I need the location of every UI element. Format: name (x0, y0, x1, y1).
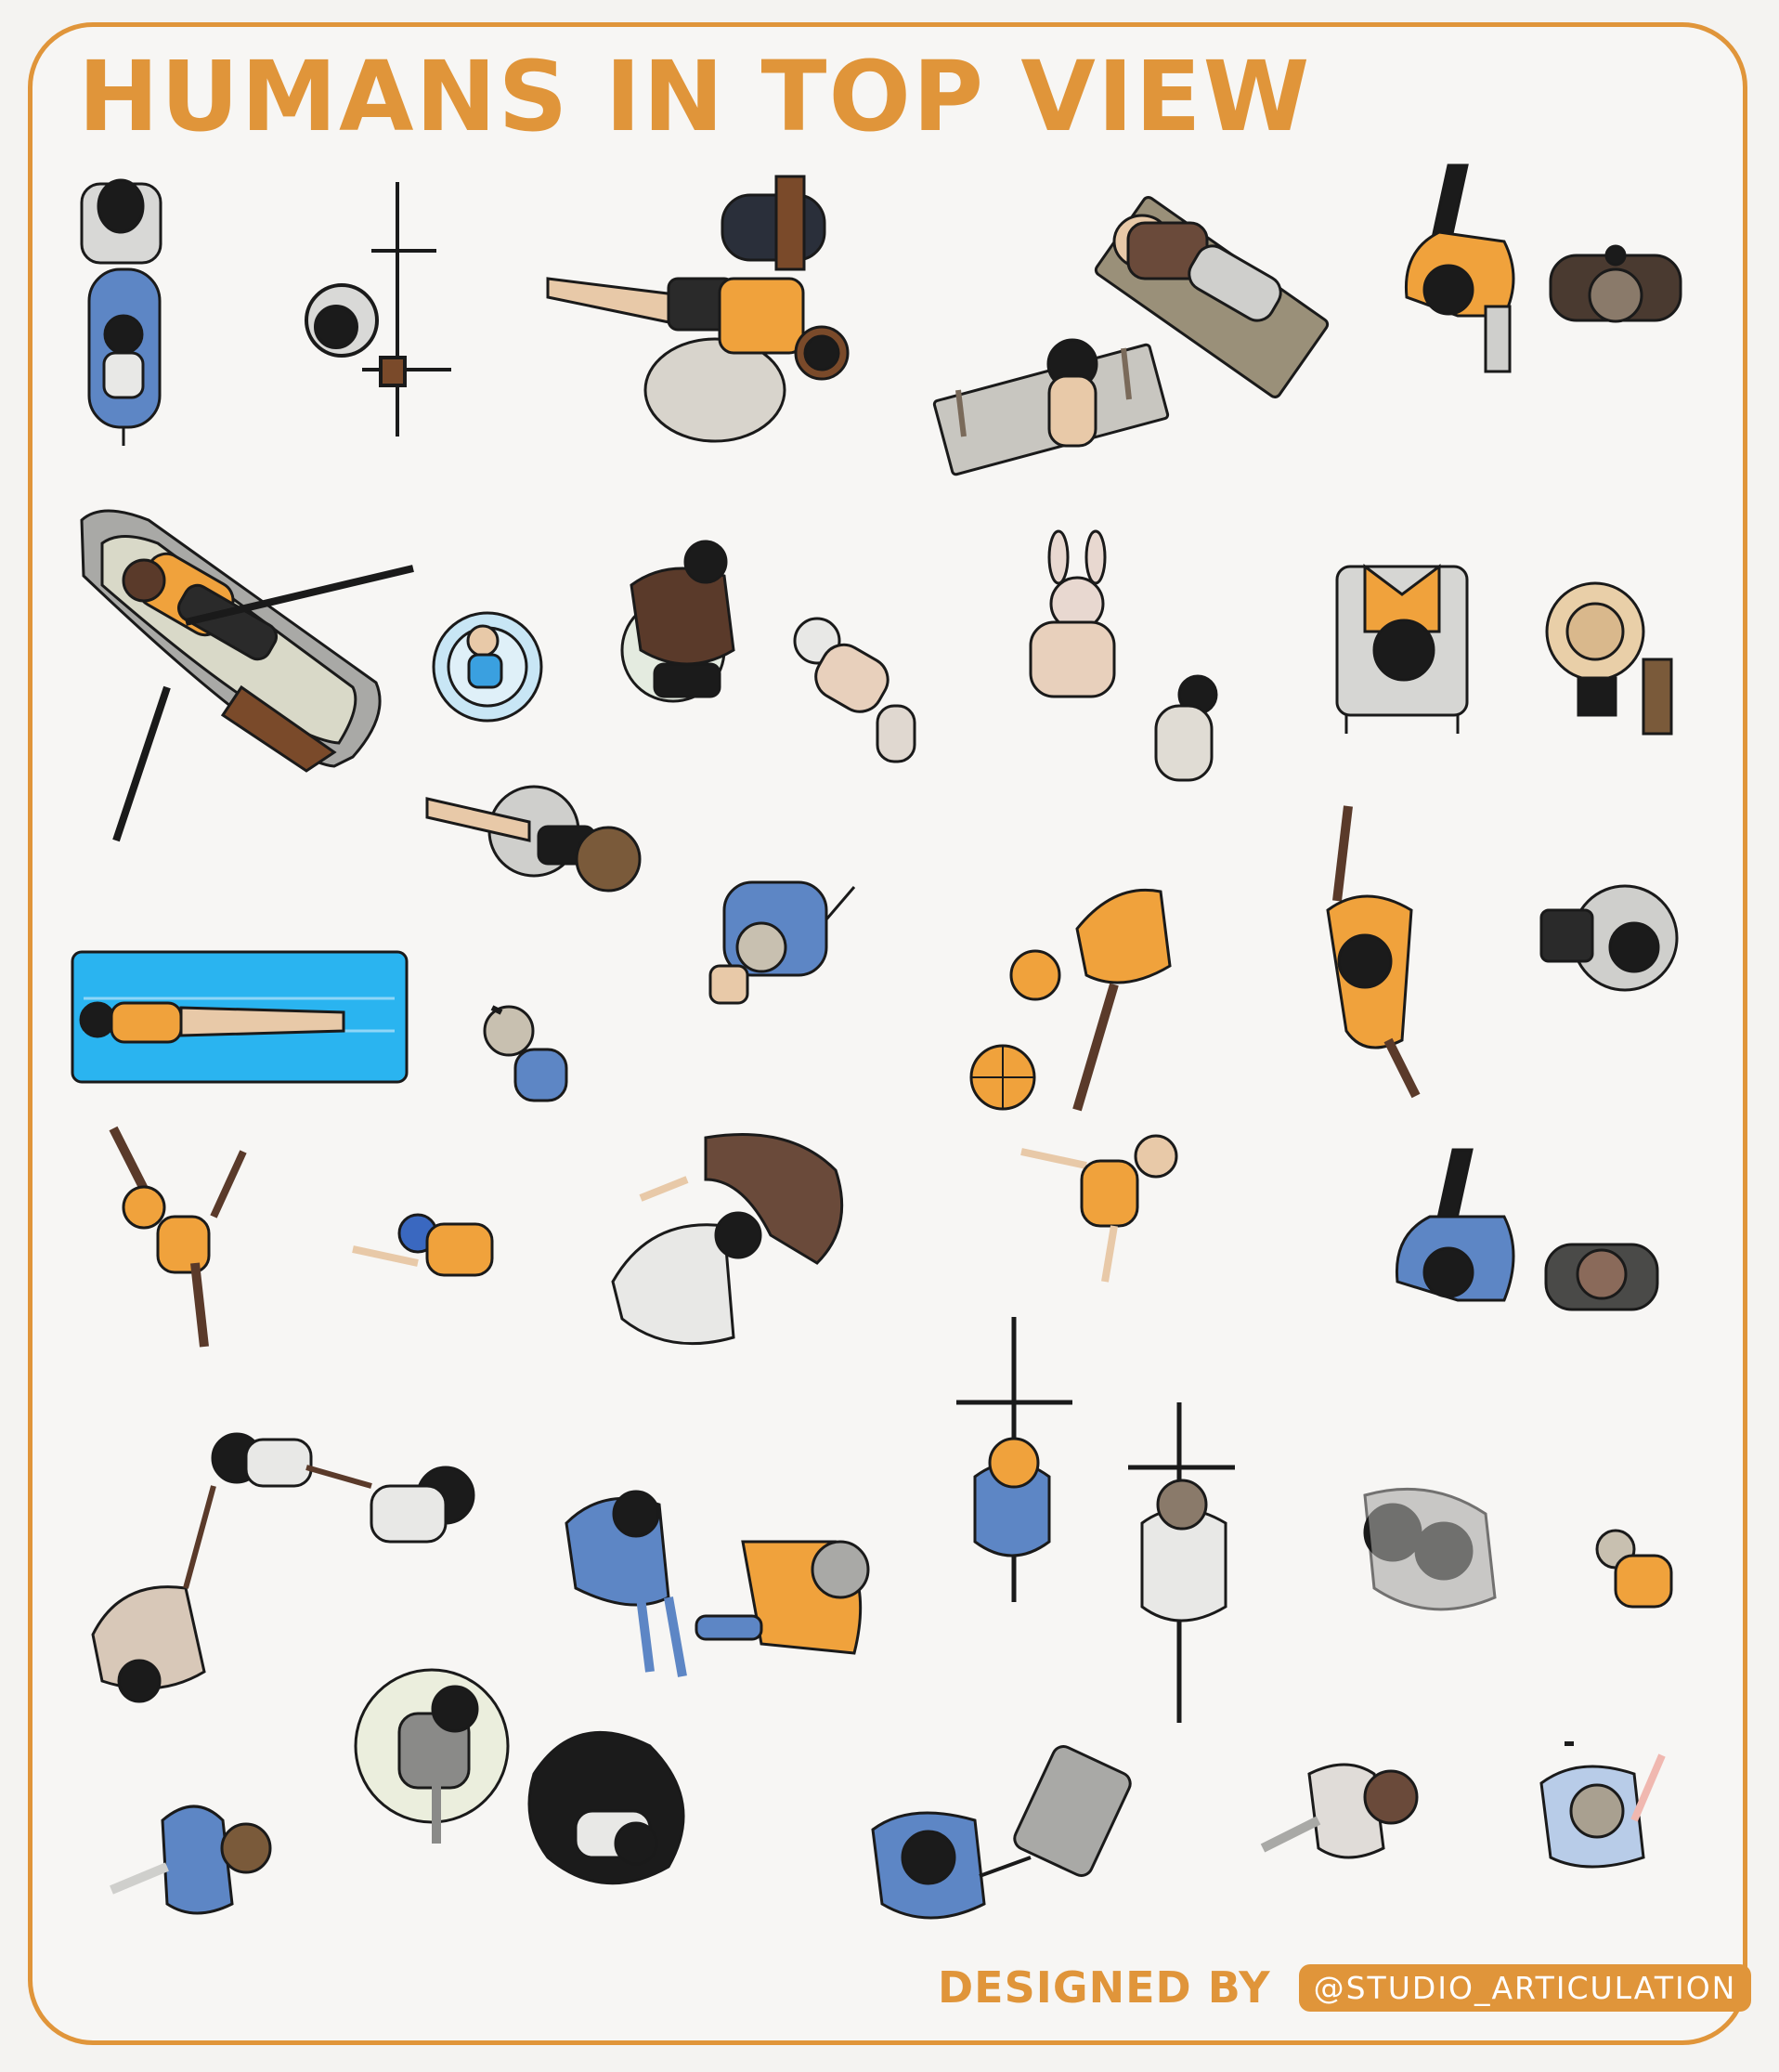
person-in-beanbag (527, 1731, 685, 1885)
person-on-pool-mat (71, 950, 409, 1084)
person-with-laptop (1539, 884, 1679, 992)
walking-pair-orange (1404, 163, 1682, 373)
jumping-child (1020, 1134, 1178, 1283)
person-lying-grey-hair (695, 1540, 870, 1655)
basketball-player (969, 888, 1172, 1112)
man-on-float (620, 540, 735, 703)
cyclist-white-shirt (1128, 1402, 1235, 1723)
walking-pair-blue (1395, 1148, 1659, 1311)
sleeping-baby (1154, 674, 1218, 782)
walking-man-blue (110, 1805, 272, 1915)
person-lying-on-mat (1094, 196, 1330, 398)
man-pointing (708, 880, 856, 1005)
hugging-couple (1363, 1487, 1497, 1611)
credit-handle-badge[interactable]: @STUDIO_ARTICULATION (1298, 1963, 1752, 2012)
holding-hands-group (91, 1432, 475, 1703)
sitting-child (483, 1005, 568, 1102)
person-in-chair (1335, 564, 1469, 734)
baby-in-bunny-hat (1029, 529, 1116, 698)
woman-on-pool-ring (425, 785, 642, 893)
walking-man-grey (1260, 1763, 1419, 1859)
person-on-cushion (354, 1668, 510, 1844)
child-sitting (1595, 1529, 1673, 1609)
person-on-phone (565, 1490, 687, 1677)
credit-bar: DESIGNED BY @STUDIO_ARTICULATION (938, 1960, 1752, 2015)
child-reaching (352, 1213, 494, 1277)
waving-woman (1326, 805, 1421, 1099)
baby-in-ring (432, 611, 543, 723)
bicycle-rider (305, 182, 451, 437)
man-with-dog (611, 1133, 844, 1346)
person-with-sunhat (1545, 581, 1673, 736)
person-lying-with-dog (546, 175, 850, 443)
person-on-beach-towel (932, 338, 1170, 476)
page-title: HUMANS IN TOP VIEW (78, 40, 1312, 153)
crawling-baby (793, 617, 916, 763)
stroller-with-parent (80, 178, 162, 446)
person-with-suitcase (871, 1745, 1132, 1920)
rowing-boat-with-couple (80, 509, 414, 842)
designed-by-label: DESIGNED BY (938, 1962, 1271, 2013)
woman-walking-pink (1539, 1741, 1666, 1869)
cyclist-orange-hair (956, 1317, 1072, 1602)
dancing-woman (109, 1126, 247, 1348)
